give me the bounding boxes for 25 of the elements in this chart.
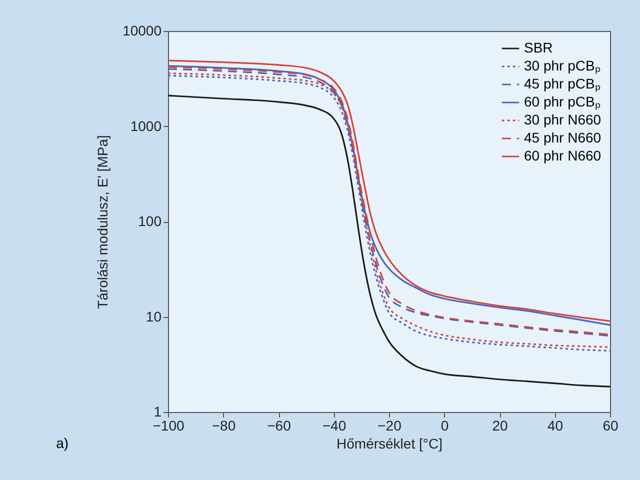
legend-label: 30 phr pCBₚ <box>524 58 601 74</box>
legend-label: 45 phr N660 <box>524 130 602 146</box>
line-series <box>168 94 610 388</box>
y-tick-label: 1000 <box>130 118 162 134</box>
legend-label: 60 phr N660 <box>524 148 602 164</box>
legend-label: 30 phr N660 <box>524 112 602 128</box>
y-axis-title: Tárolási modulusz, E' [MPa] <box>94 135 111 309</box>
x-tick-label: −100 <box>152 418 184 434</box>
x-tick-label: 0 <box>440 418 449 434</box>
y-tick-label: 10000 <box>122 22 162 38</box>
x-tick-label: 20 <box>492 418 508 434</box>
legend-label: SBR <box>524 40 553 56</box>
legend-label: 45 phr pCBₚ <box>524 76 601 92</box>
text: a) <box>56 435 69 451</box>
x-tick-label: −20 <box>378 418 402 434</box>
x-tick-label: −80 <box>212 418 236 434</box>
x-axis-title: Hőmérséklet [°C] <box>336 436 442 452</box>
x-tick-label: 40 <box>547 418 564 434</box>
x-tick-label: −60 <box>267 418 292 434</box>
y-tick-label: 10 <box>146 308 162 324</box>
x-tick-label: 60 <box>602 418 618 434</box>
legend-label: 60 phr pCBₚ <box>524 94 601 110</box>
y-tick-label: 100 <box>138 213 162 229</box>
y-tick-label: 1 <box>154 404 162 420</box>
x-tick-label: −40 <box>322 418 346 434</box>
